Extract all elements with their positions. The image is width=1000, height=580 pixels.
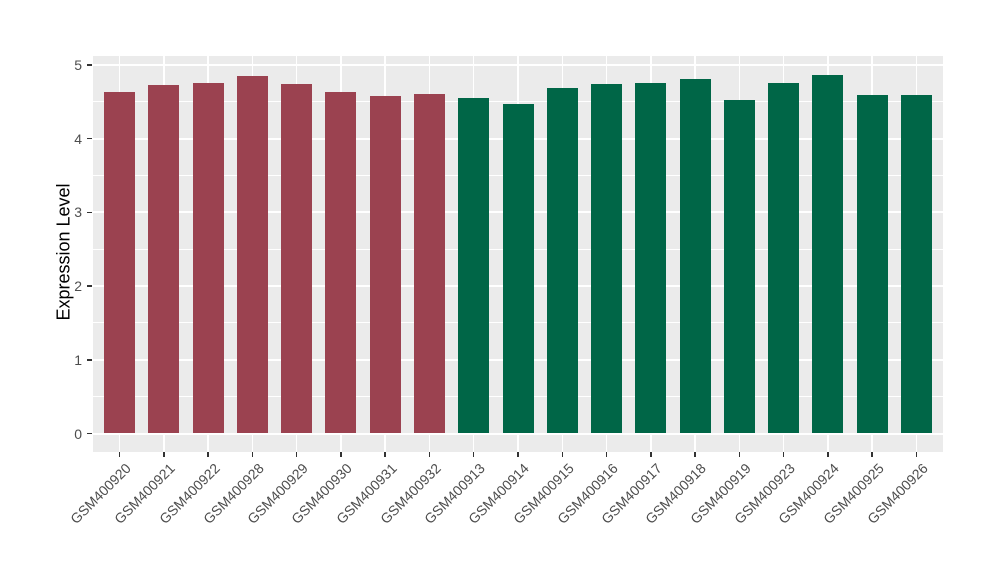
y-tick-mark xyxy=(87,285,92,287)
x-tick-mark xyxy=(827,452,829,457)
y-tick-label: 1 xyxy=(74,351,82,368)
x-tick-mark xyxy=(694,452,696,457)
bar xyxy=(723,99,755,434)
x-tick-mark xyxy=(472,452,475,457)
x-tick-mark xyxy=(561,452,564,457)
bar xyxy=(635,82,667,434)
bar xyxy=(281,84,313,434)
bar xyxy=(148,84,180,434)
x-tick-mark xyxy=(517,452,519,457)
x-tick-mark xyxy=(871,452,873,457)
x-tick-mark xyxy=(384,452,386,457)
y-tick-label: 2 xyxy=(74,278,82,295)
y-tick-label: 3 xyxy=(74,204,82,221)
bar xyxy=(104,92,136,434)
bar xyxy=(458,98,490,434)
x-tick-mark xyxy=(605,452,608,457)
y-tick-label: 0 xyxy=(74,425,82,442)
bar xyxy=(413,93,445,434)
x-tick-mark xyxy=(295,452,298,457)
x-tick-mark xyxy=(163,452,165,457)
x-tick-mark xyxy=(738,452,741,457)
x-tick-mark xyxy=(118,452,121,457)
x-tick-mark xyxy=(340,452,342,457)
bar xyxy=(900,95,932,434)
y-tick-label: 5 xyxy=(74,57,82,73)
y-tick-mark xyxy=(87,432,92,435)
x-tick-mark xyxy=(650,452,652,457)
plot-panel xyxy=(93,56,943,452)
bar xyxy=(546,87,578,434)
x-tick-mark xyxy=(915,452,918,457)
bar xyxy=(812,75,844,434)
bar xyxy=(325,92,357,434)
x-tick-mark xyxy=(428,452,431,457)
bar xyxy=(236,76,268,434)
bar xyxy=(502,104,534,434)
bar xyxy=(679,79,711,434)
x-tick-mark xyxy=(782,452,785,457)
y-tick-mark xyxy=(87,359,92,361)
y-tick-mark xyxy=(87,137,92,140)
bar xyxy=(192,82,224,434)
bar xyxy=(856,95,888,434)
x-tick-mark xyxy=(207,452,209,457)
y-tick-mark xyxy=(87,64,92,66)
x-tick-mark xyxy=(251,452,254,457)
y-tick-mark xyxy=(87,211,92,214)
bar xyxy=(369,95,401,434)
bar xyxy=(768,83,800,434)
bar xyxy=(591,84,623,434)
y-tick-label: 4 xyxy=(74,130,82,147)
